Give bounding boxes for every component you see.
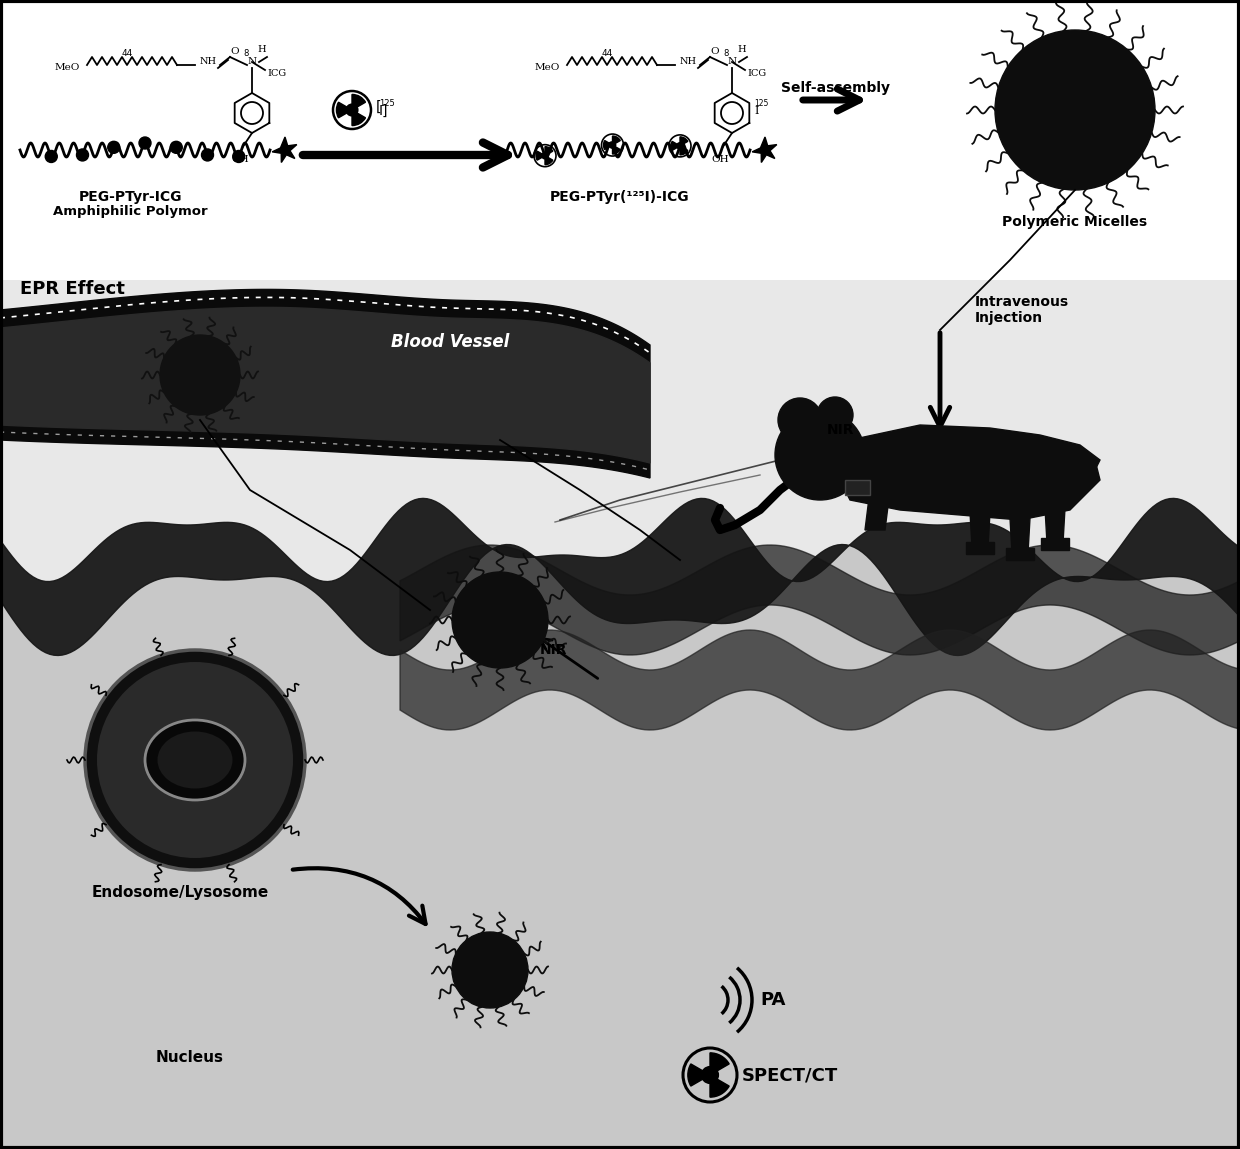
Text: MeO: MeO <box>55 62 81 71</box>
Circle shape <box>453 572 548 668</box>
Ellipse shape <box>157 732 233 788</box>
Circle shape <box>609 142 615 148</box>
Polygon shape <box>0 308 650 463</box>
Text: ICG: ICG <box>746 69 766 77</box>
Text: 125: 125 <box>379 99 394 108</box>
Wedge shape <box>671 141 677 151</box>
Wedge shape <box>546 157 553 164</box>
Text: PEG-PTyr(¹²⁵I)-ICG: PEG-PTyr(¹²⁵I)-ICG <box>551 190 689 205</box>
Circle shape <box>77 149 88 161</box>
Circle shape <box>170 141 182 153</box>
Bar <box>844 480 870 495</box>
Text: SPECT/CT: SPECT/CT <box>742 1066 838 1084</box>
Circle shape <box>677 142 683 149</box>
Wedge shape <box>613 147 620 154</box>
Circle shape <box>108 141 120 153</box>
Polygon shape <box>970 512 990 547</box>
Text: I: I <box>754 106 759 116</box>
Text: Intravenous
Injection: Intravenous Injection <box>975 295 1069 325</box>
Bar <box>0 280 1240 1149</box>
Text: ICG: ICG <box>267 69 286 77</box>
Text: Blood Vessel: Blood Vessel <box>391 333 510 350</box>
Text: OH: OH <box>231 155 249 164</box>
Wedge shape <box>680 147 688 155</box>
Circle shape <box>45 151 57 162</box>
Circle shape <box>347 105 357 115</box>
Circle shape <box>86 650 305 870</box>
Circle shape <box>542 153 548 159</box>
Text: Self-assembly: Self-assembly <box>780 80 889 95</box>
Ellipse shape <box>145 720 246 800</box>
Circle shape <box>994 30 1154 190</box>
Polygon shape <box>753 137 776 162</box>
Circle shape <box>777 398 822 442</box>
Text: Amphiphilic Polymor: Amphiphilic Polymor <box>52 205 207 218</box>
Text: NH: NH <box>200 56 217 65</box>
Text: N: N <box>248 56 257 65</box>
Text: N: N <box>728 56 737 65</box>
Circle shape <box>453 932 528 1008</box>
Polygon shape <box>0 545 1240 1149</box>
Wedge shape <box>711 1052 729 1071</box>
Circle shape <box>139 137 151 149</box>
Text: NH: NH <box>680 56 697 65</box>
Text: Endosome/Lysosome: Endosome/Lysosome <box>92 885 269 900</box>
Text: 8: 8 <box>243 48 248 57</box>
Wedge shape <box>352 94 366 107</box>
Text: [: [ <box>376 100 382 114</box>
Polygon shape <box>1042 538 1069 550</box>
Text: H: H <box>738 46 746 54</box>
Polygon shape <box>401 545 1240 655</box>
Polygon shape <box>0 290 650 478</box>
Text: O: O <box>229 47 238 56</box>
Wedge shape <box>680 137 688 145</box>
Circle shape <box>97 662 293 858</box>
Circle shape <box>775 410 866 500</box>
Wedge shape <box>352 113 366 125</box>
Polygon shape <box>1045 508 1065 543</box>
Polygon shape <box>272 137 296 162</box>
Wedge shape <box>613 136 620 144</box>
Wedge shape <box>536 152 542 160</box>
Text: I]: I] <box>379 105 388 118</box>
Polygon shape <box>0 499 1240 655</box>
Text: NIR: NIR <box>539 643 568 657</box>
Wedge shape <box>604 140 610 149</box>
Polygon shape <box>966 542 994 554</box>
Text: 8: 8 <box>723 48 728 57</box>
Wedge shape <box>546 147 553 154</box>
Text: H: H <box>258 46 267 54</box>
Polygon shape <box>800 425 1100 510</box>
Bar <box>0 0 1240 280</box>
Wedge shape <box>336 102 347 118</box>
Polygon shape <box>1006 548 1034 560</box>
Text: 44: 44 <box>122 48 133 57</box>
Polygon shape <box>1011 518 1030 553</box>
Circle shape <box>160 336 241 415</box>
Text: 44: 44 <box>601 48 613 57</box>
Text: O: O <box>711 47 719 56</box>
Text: PA: PA <box>760 990 785 1009</box>
Text: PEG-PTyr-ICG: PEG-PTyr-ICG <box>78 190 182 205</box>
Circle shape <box>702 1067 718 1082</box>
Polygon shape <box>401 630 1240 730</box>
Circle shape <box>817 398 853 433</box>
Text: NIR: NIR <box>826 423 854 437</box>
Polygon shape <box>866 489 890 530</box>
Text: MeO: MeO <box>534 62 560 71</box>
Circle shape <box>233 151 244 162</box>
Wedge shape <box>711 1079 729 1097</box>
Text: 125: 125 <box>754 99 769 108</box>
Circle shape <box>201 149 213 161</box>
Text: OH: OH <box>712 155 729 164</box>
Text: Nucleus: Nucleus <box>156 1050 224 1065</box>
Wedge shape <box>688 1064 703 1086</box>
Text: Polymeric Micelles: Polymeric Micelles <box>1002 215 1147 229</box>
Text: EPR Effect: EPR Effect <box>20 280 125 298</box>
Polygon shape <box>839 427 1100 520</box>
